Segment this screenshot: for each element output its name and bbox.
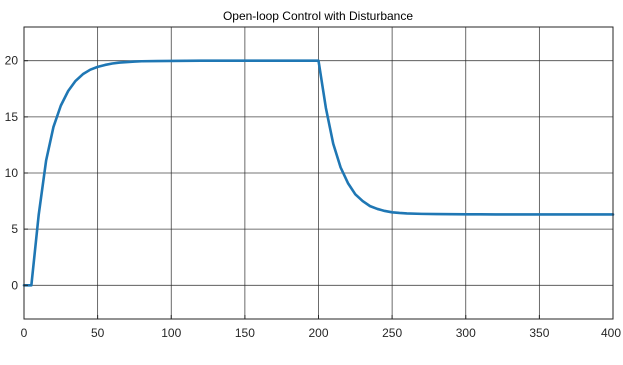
y-tick-label: 15 <box>5 110 19 124</box>
x-tick-label: 0 <box>21 326 28 340</box>
x-tick-label: 300 <box>456 326 476 340</box>
series-line <box>22 59 615 287</box>
x-tick-label: 350 <box>529 326 549 340</box>
x-tick-label: 50 <box>91 326 105 340</box>
chart-title: Open-loop Control with Disturbance <box>223 9 413 23</box>
x-tick-label: 200 <box>308 326 328 340</box>
x-tick-label: 400 <box>601 326 621 340</box>
x-tick-label: 100 <box>161 326 181 340</box>
x-tick-label: 150 <box>235 326 255 340</box>
y-tick-label: 0 <box>11 278 18 292</box>
x-tick-label: 250 <box>382 326 402 340</box>
y-tick-label: 5 <box>11 222 18 236</box>
y-tick-label: 10 <box>5 166 19 180</box>
y-tick-label: 20 <box>5 54 19 68</box>
